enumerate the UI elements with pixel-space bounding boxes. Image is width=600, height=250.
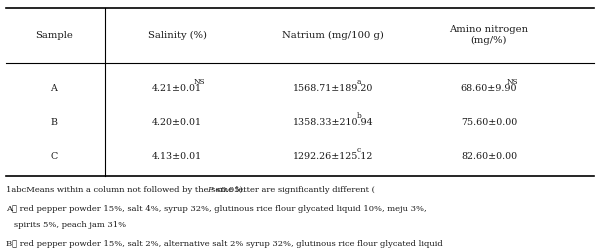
Text: Natrium (mg/100 g): Natrium (mg/100 g) [282,30,384,40]
Text: A: A [50,84,58,93]
Text: 1292.26±125.12: 1292.26±125.12 [293,152,373,161]
Text: Salinity (%): Salinity (%) [148,30,206,40]
Text: c: c [357,146,361,154]
Text: P: P [207,186,212,194]
Text: 4.20±0.01: 4.20±0.01 [152,118,202,127]
Text: 75.60±0.00: 75.60±0.00 [461,118,517,127]
Text: B: B [50,118,58,127]
Text: a: a [357,78,361,86]
Text: b: b [357,112,362,120]
Text: spirits 5%, peach jam 31%: spirits 5%, peach jam 31% [6,221,126,229]
Text: 4.13±0.01: 4.13±0.01 [152,152,202,161]
Text: 68.60±9.90: 68.60±9.90 [461,84,517,93]
Text: A： red pepper powder 15%, salt 4%, syrup 32%, glutinous rice flour glycated liqu: A： red pepper powder 15%, salt 4%, syrup… [6,206,427,214]
Text: NS: NS [507,78,518,86]
Text: Amino nitrogen
(mg/%): Amino nitrogen (mg/%) [449,25,529,45]
Text: Sample: Sample [35,30,73,40]
Text: C: C [50,152,58,161]
Text: 1568.71±189.20: 1568.71±189.20 [293,84,373,93]
Text: 1358.33±210.94: 1358.33±210.94 [293,118,373,127]
Text: 4.21±0.01: 4.21±0.01 [152,84,202,93]
Text: <0.05).: <0.05). [214,186,245,194]
Text: 1abcMeans within a column not followed by the same letter are significantly diff: 1abcMeans within a column not followed b… [6,186,375,194]
Text: 82.60±0.00: 82.60±0.00 [461,152,517,161]
Text: NS: NS [193,78,205,86]
Text: B： red pepper powder 15%, salt 2%, alternative salt 2% syrup 32%, glutinous rice: B： red pepper powder 15%, salt 2%, alter… [6,240,443,248]
